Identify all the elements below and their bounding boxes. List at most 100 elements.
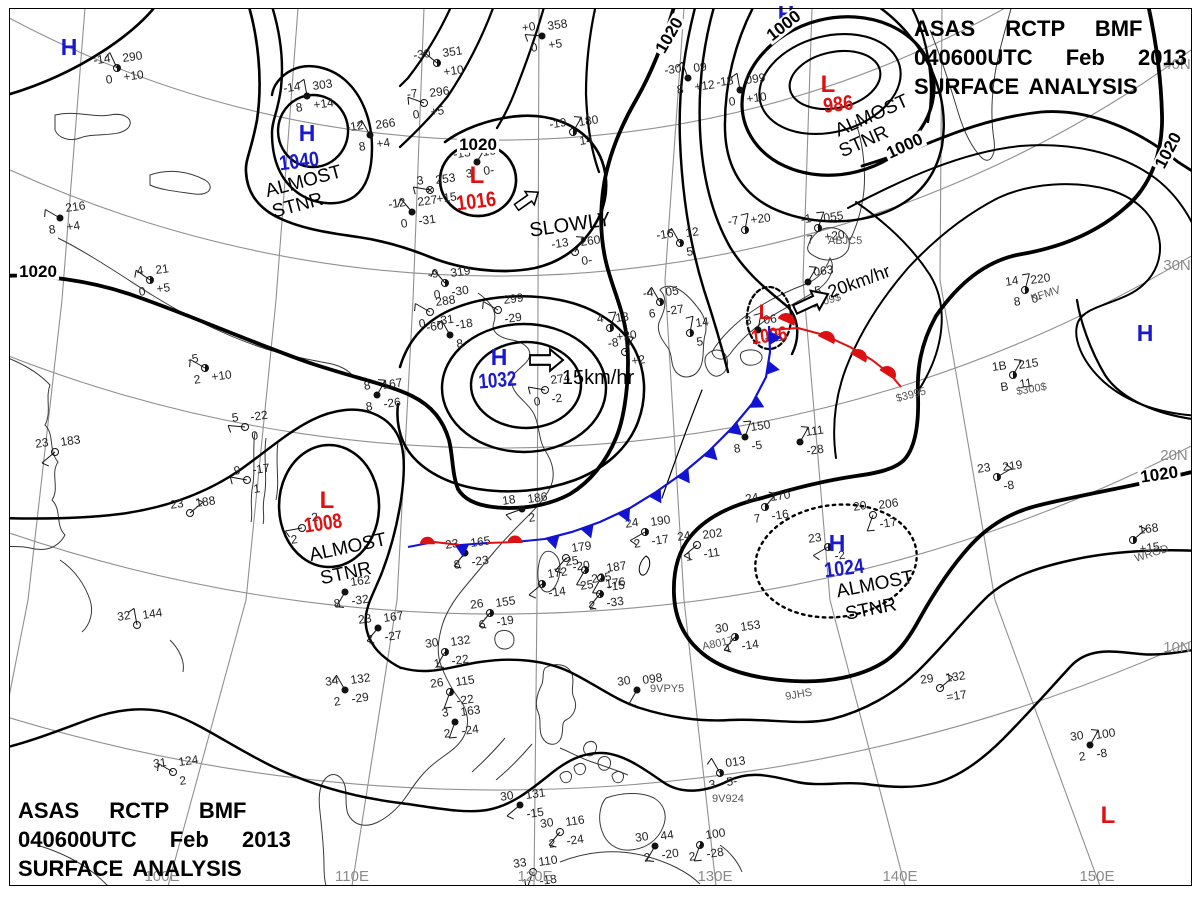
svg-text:20N: 20N xyxy=(1160,447,1188,464)
svg-text:299: 299 xyxy=(502,290,524,307)
svg-text:-17: -17 xyxy=(251,461,270,477)
svg-text:11: 11 xyxy=(1018,375,1033,391)
svg-text:-1: -1 xyxy=(800,211,813,226)
svg-text:-27: -27 xyxy=(665,302,684,318)
svg-text:0: 0 xyxy=(418,316,427,331)
svg-text:1008: 1008 xyxy=(303,509,344,537)
svg-text:116: 116 xyxy=(564,812,585,829)
svg-text:0: 0 xyxy=(105,72,114,87)
svg-text:-30: -30 xyxy=(412,46,431,62)
svg-text:-32: -32 xyxy=(350,592,369,608)
svg-text:12: 12 xyxy=(684,224,699,240)
svg-text:-16: -16 xyxy=(655,226,674,242)
svg-text:-17: -17 xyxy=(650,532,669,548)
svg-text:3: 3 xyxy=(416,173,425,188)
svg-text:7: 7 xyxy=(366,632,375,647)
svg-text:-17: -17 xyxy=(878,515,897,531)
svg-text:168: 168 xyxy=(1137,520,1159,537)
svg-text:266: 266 xyxy=(374,115,396,132)
svg-text:8: 8 xyxy=(358,139,367,154)
svg-text:-8: -8 xyxy=(1095,746,1108,761)
svg-text:-24: -24 xyxy=(460,722,479,738)
svg-text:10N: 10N xyxy=(1163,639,1191,656)
svg-text:-19: -19 xyxy=(548,115,567,131)
svg-text:162: 162 xyxy=(349,572,371,589)
svg-text:23: 23 xyxy=(169,496,184,512)
svg-text:296: 296 xyxy=(428,83,450,100)
svg-text:26: 26 xyxy=(469,596,484,612)
svg-text:34: 34 xyxy=(324,673,339,689)
svg-text:2: 2 xyxy=(178,773,187,788)
svg-text:18: 18 xyxy=(501,492,516,508)
svg-text:132: 132 xyxy=(449,632,471,649)
svg-text:29: 29 xyxy=(919,671,934,687)
svg-text:H: H xyxy=(1137,320,1154,346)
svg-text:-2: -2 xyxy=(833,548,846,563)
svg-text:2: 2 xyxy=(548,836,557,851)
svg-text:15km/hr: 15km/hr xyxy=(562,367,635,389)
svg-text:274: 274 xyxy=(549,370,571,387)
svg-text:4: 4 xyxy=(136,263,145,278)
svg-text:21: 21 xyxy=(154,261,169,277)
svg-text:8: 8 xyxy=(453,557,462,572)
svg-text:8: 8 xyxy=(295,100,304,115)
svg-text:100: 100 xyxy=(704,825,726,842)
svg-text:-13: -13 xyxy=(550,235,569,251)
svg-text:-7: -7 xyxy=(727,213,740,228)
svg-text:9V924: 9V924 xyxy=(712,793,744,805)
svg-text:-20: -20 xyxy=(660,846,679,862)
svg-text:L: L xyxy=(320,487,335,514)
svg-text:+12: +12 xyxy=(693,77,715,94)
svg-text:206: 206 xyxy=(877,495,899,512)
svg-text:-29: -29 xyxy=(503,310,522,326)
svg-text:-27: -27 xyxy=(383,628,402,644)
svg-text:351: 351 xyxy=(441,43,463,60)
svg-text:+20: +20 xyxy=(749,210,771,227)
svg-text:153: 153 xyxy=(739,617,761,634)
svg-text:-18: -18 xyxy=(715,73,734,89)
svg-text:0-: 0- xyxy=(1030,291,1043,306)
svg-text:986: 986 xyxy=(822,91,855,117)
svg-text:L: L xyxy=(1101,802,1116,829)
svg-text:8: 8 xyxy=(48,222,57,237)
svg-text:+15: +15 xyxy=(1138,539,1160,556)
svg-text:-14: -14 xyxy=(282,79,301,95)
svg-text:2: 2 xyxy=(633,536,642,551)
svg-text:188: 188 xyxy=(194,493,216,510)
svg-text:0: 0 xyxy=(530,40,539,55)
svg-text:+5: +5 xyxy=(547,36,563,52)
svg-text:33: 33 xyxy=(512,855,527,871)
svg-text:-12: -12 xyxy=(345,118,364,134)
svg-text:358: 358 xyxy=(546,16,568,33)
svg-text:14: 14 xyxy=(694,314,709,330)
svg-text:-14: -14 xyxy=(740,637,759,653)
svg-text:253: 253 xyxy=(434,170,456,187)
svg-text:319: 319 xyxy=(449,263,471,280)
svg-text:150: 150 xyxy=(749,417,771,434)
svg-text:172: 172 xyxy=(546,564,568,581)
svg-text:2: 2 xyxy=(193,372,202,387)
svg-text:132: 132 xyxy=(944,668,966,685)
svg-text:1016: 1016 xyxy=(455,188,498,216)
svg-text:-19: -19 xyxy=(495,613,514,629)
svg-text:-2: -2 xyxy=(306,510,319,525)
svg-text:219: 219 xyxy=(1001,457,1023,474)
svg-text:30: 30 xyxy=(634,829,649,845)
svg-text:3: 3 xyxy=(708,777,717,792)
svg-text:9JHS: 9JHS xyxy=(784,686,813,702)
svg-text:-14: -14 xyxy=(92,51,111,67)
svg-text:0: 0 xyxy=(412,107,421,122)
svg-text:167: 167 xyxy=(381,375,403,392)
svg-text:-2: -2 xyxy=(550,391,563,406)
svg-text:303: 303 xyxy=(311,76,333,93)
svg-text:44: 44 xyxy=(659,827,674,843)
svg-text:1020: 1020 xyxy=(19,262,57,281)
svg-text:H: H xyxy=(299,120,316,146)
svg-text:8: 8 xyxy=(676,82,685,97)
svg-text:220: 220 xyxy=(1029,270,1051,287)
svg-text:25: 25 xyxy=(579,577,594,593)
svg-text:144: 144 xyxy=(141,605,163,622)
svg-text:120E: 120E xyxy=(517,868,552,885)
svg-text:8: 8 xyxy=(455,336,464,351)
svg-text:-18: -18 xyxy=(538,872,557,888)
